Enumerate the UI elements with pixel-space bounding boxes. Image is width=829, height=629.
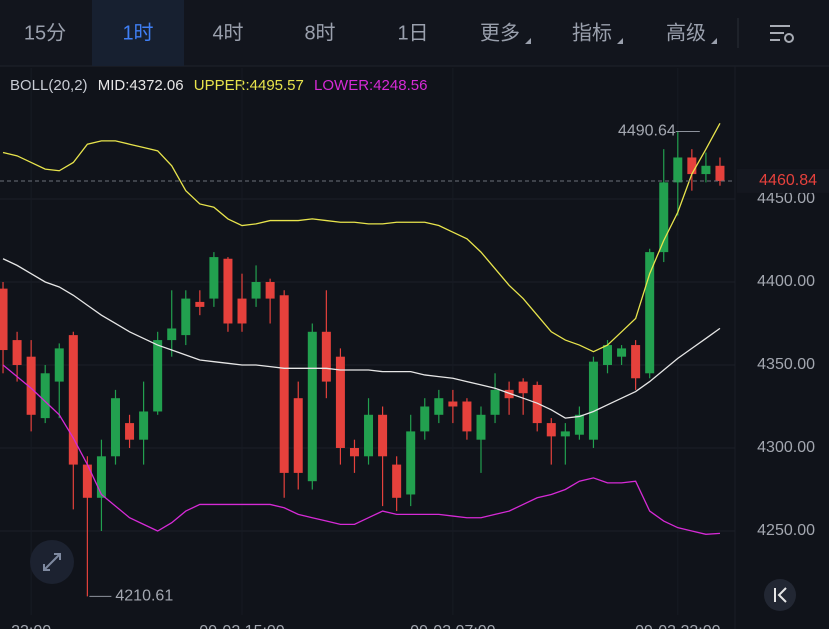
candle-body: [68, 335, 78, 465]
candle-body: [673, 157, 683, 183]
candle-body: [265, 281, 275, 299]
tab[interactable]: 1日: [397, 22, 428, 44]
candle-body: [448, 401, 458, 407]
candle-body: [209, 257, 219, 299]
candle-body: [12, 340, 22, 365]
x-tick-label: 09-02 15:00: [199, 623, 285, 629]
candle-body: [54, 348, 64, 382]
candle-body: [26, 356, 36, 415]
indicator-name: BOLL(20,2): [10, 77, 88, 94]
candle-body: [223, 258, 233, 324]
x-tick-label: 09-03 07:00: [410, 623, 496, 629]
high-label: 4490.64: [618, 123, 676, 140]
indicator-legend: BOLL(20,2) MID:4372.06 UPPER:4495.57 LOW…: [10, 77, 427, 94]
candle-body: [167, 328, 177, 341]
candle-body: [659, 182, 669, 253]
candle-body: [574, 414, 584, 435]
candle-body: [195, 301, 205, 307]
candle-body: [139, 411, 149, 440]
candle-body: [96, 456, 106, 498]
dropdown-arrow: [617, 38, 623, 44]
dropdown-arrow: [711, 38, 717, 44]
y-tick-label: 4300.00: [757, 439, 815, 456]
y-tick-label: 4250.00: [757, 522, 815, 539]
candle-body: [560, 431, 570, 437]
tab[interactable]: 更多: [480, 21, 520, 44]
settings-icon[interactable]: [770, 25, 794, 43]
candle-body: [0, 288, 8, 351]
tab[interactable]: 指标: [572, 21, 612, 44]
legend-upper: UPPER:4495.57: [194, 77, 304, 94]
candle-body: [349, 447, 359, 457]
tab[interactable]: 15分: [24, 21, 66, 44]
last-price-label: 4460.84: [759, 172, 817, 189]
candle-body: [603, 345, 613, 365]
candle-body: [279, 295, 289, 473]
candle-body: [687, 157, 697, 175]
candle-body: [631, 345, 641, 379]
expand-button[interactable]: [30, 540, 74, 584]
candle-body: [617, 348, 627, 357]
legend-lower: LOWER:4248.56: [314, 77, 427, 94]
candle-body: [321, 331, 331, 382]
candle-body: [335, 356, 345, 448]
candle-body: [588, 361, 598, 440]
candle-body: [490, 389, 500, 415]
y-tick-label: 4350.00: [757, 356, 815, 373]
candle-body: [645, 252, 655, 374]
candle-body: [251, 281, 261, 299]
candle-body: [518, 381, 528, 394]
candle-body: [532, 384, 542, 424]
x-tick-label: 09-03 23:00: [635, 623, 721, 629]
candle-body: [715, 165, 725, 181]
y-tick-label: 4400.00: [757, 273, 815, 290]
candle-body: [364, 414, 374, 457]
legend-mid: MID:4372.06: [98, 77, 184, 94]
candle-body: [125, 423, 135, 440]
candle-body: [307, 331, 317, 482]
last-price-box: [737, 168, 829, 193]
tab[interactable]: 4时: [212, 21, 243, 44]
candle-body: [392, 464, 402, 498]
candle-body: [181, 298, 191, 336]
candle-body: [701, 165, 711, 175]
candle-body: [237, 298, 247, 324]
candle-body: [420, 406, 430, 432]
y-tick-label: 4450.00: [757, 190, 815, 207]
candle-body: [462, 401, 472, 432]
candle-body: [546, 423, 556, 437]
candle-body: [110, 398, 120, 457]
tab[interactable]: 8时: [304, 21, 335, 44]
candle-body: [504, 389, 514, 399]
boll-line: [2, 258, 721, 419]
candle-body: [40, 373, 50, 419]
candle-body: [378, 414, 388, 457]
scroll-to-latest-button[interactable]: [764, 579, 796, 611]
candle-body: [476, 414, 486, 440]
boll-line: [2, 123, 721, 353]
tab[interactable]: 1时: [122, 21, 153, 44]
active-tab-bg: [92, 0, 184, 66]
candle-body: [293, 398, 303, 473]
tab[interactable]: 高级: [666, 21, 706, 44]
boll-line: [2, 364, 721, 535]
x-tick-label: 23:00: [11, 623, 51, 629]
dropdown-arrow: [525, 38, 531, 44]
candle-body: [406, 431, 416, 495]
candle-body: [153, 340, 163, 412]
candle-body: [82, 464, 92, 498]
candle-body: [434, 398, 444, 415]
low-label: 4210.61: [115, 588, 173, 605]
